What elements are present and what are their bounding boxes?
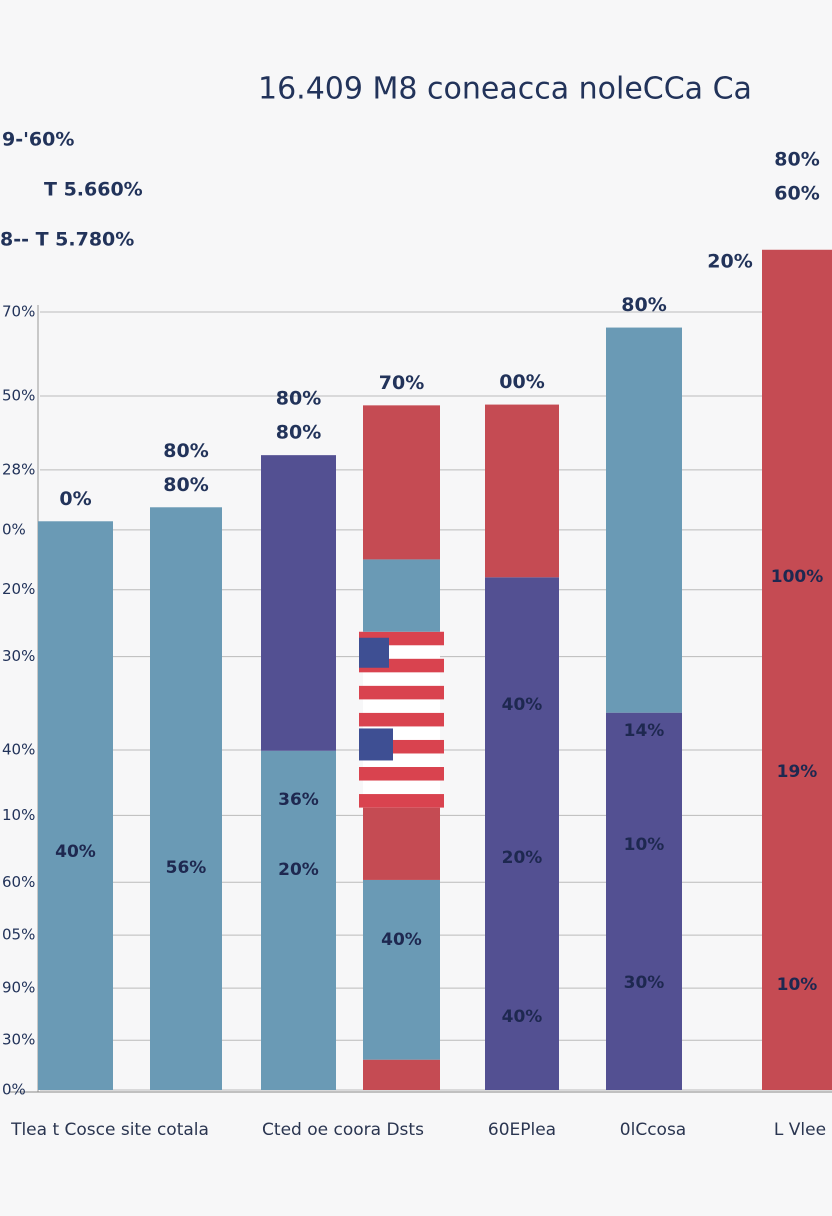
bar-segment — [485, 404, 559, 578]
inner-label: 40% — [502, 1007, 543, 1027]
inner-label: 36% — [278, 790, 319, 810]
x-tick-label: L Vlee — [774, 1120, 826, 1140]
flag-stripe — [359, 767, 444, 781]
value-label: 70% — [379, 372, 424, 394]
y-tick-label: 60% — [2, 873, 35, 891]
bar-segment — [606, 712, 682, 1090]
bar-segment — [38, 521, 113, 1090]
y-tick-label: 90% — [2, 979, 35, 997]
bar-segment — [485, 577, 559, 1090]
bar-segment — [363, 807, 440, 880]
inner-label: 19% — [777, 762, 818, 782]
value-label: 60% — [774, 182, 819, 204]
inner-label: 100% — [771, 567, 824, 587]
inner-label: 40% — [502, 695, 543, 715]
flag-stripe — [359, 794, 444, 808]
bar-segment — [363, 405, 440, 560]
value-label: 80% — [276, 422, 321, 444]
value-label: 80% — [621, 294, 666, 316]
flag-canton — [359, 637, 389, 668]
inner-label: 40% — [55, 842, 96, 862]
y-tick-label: 20% — [2, 580, 35, 598]
inner-label: 40% — [381, 930, 422, 950]
bar-segment — [261, 750, 336, 1090]
y-tick-label: 28% — [2, 460, 35, 478]
flag-stripe — [359, 712, 444, 727]
value-label: 80% — [163, 440, 208, 462]
bar-segment — [606, 327, 682, 713]
flag-canton — [359, 728, 393, 761]
inner-label: 20% — [502, 848, 543, 868]
y-tick-label: 50% — [2, 387, 35, 405]
value-label: 20% — [707, 250, 752, 272]
y-tick-label: 40% — [2, 741, 35, 759]
inner-label: 10% — [624, 835, 665, 855]
bar-segment — [261, 455, 336, 751]
inner-label: 10% — [777, 975, 818, 995]
x-tick-label: 0lCcosa — [620, 1120, 686, 1140]
y-tick-label: 10% — [2, 806, 35, 824]
value-label: 80% — [276, 388, 321, 410]
y-tick-label: 30% — [2, 1031, 35, 1049]
y-tick-label: 30% — [2, 647, 35, 665]
x-tick-label: Tlea t Cosce site cotala — [10, 1120, 209, 1140]
flag-stripe — [359, 685, 444, 700]
value-label: 00% — [499, 371, 544, 393]
legend-text: 8-- T 5.780% — [0, 229, 134, 251]
y-tick-label: 05% — [2, 926, 35, 944]
chart-title: 16.409 M8 coneacca noleCCa Ca — [258, 72, 752, 107]
bar-segment — [363, 559, 440, 632]
x-tick-label: 60EPlea — [488, 1120, 556, 1140]
bar-segment — [150, 507, 222, 1090]
legend-text: 9-'60% — [2, 129, 74, 151]
inner-label: 14% — [624, 721, 665, 741]
value-label: 80% — [774, 148, 819, 170]
inner-label: 30% — [624, 973, 665, 993]
legend-text: T 5.660% — [44, 179, 143, 201]
y-tick-label: 0% — [2, 520, 26, 538]
value-label: 80% — [163, 474, 208, 496]
inner-label: 56% — [166, 858, 207, 878]
y-tick-label: 70% — [2, 303, 35, 321]
value-label: 0% — [59, 488, 91, 510]
bar-segment — [363, 1059, 440, 1090]
inner-label: 20% — [278, 860, 319, 880]
x-tick-label: Cted oe coora Dsts — [262, 1120, 424, 1140]
y-tick-label: 0% — [2, 1081, 26, 1099]
bar-segment — [363, 879, 440, 1060]
bar-segment — [762, 249, 832, 1090]
